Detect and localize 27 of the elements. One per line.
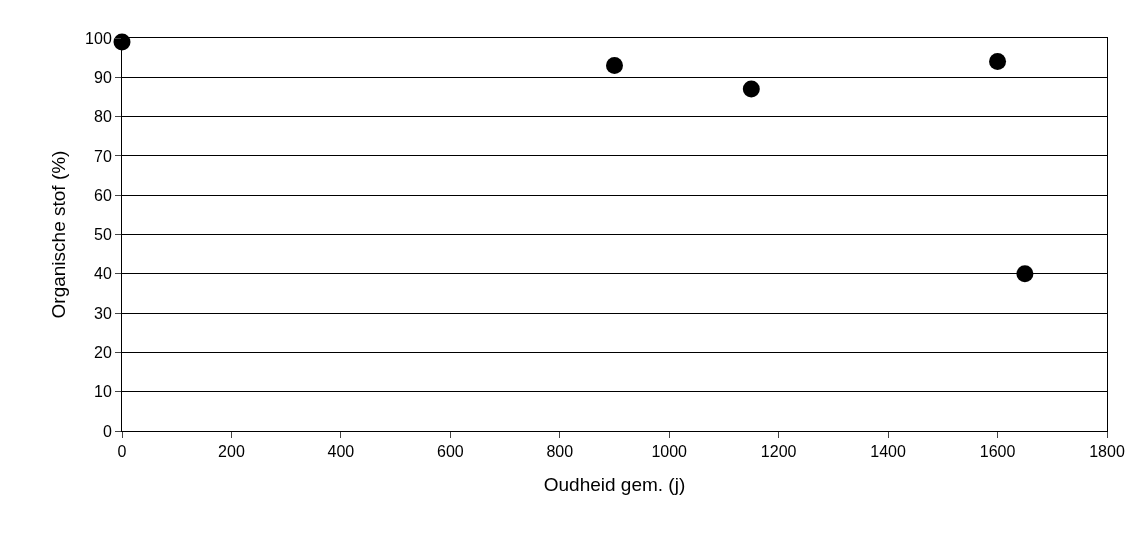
x-tick-label: 1600 <box>979 443 1016 461</box>
x-tick-label: 600 <box>436 443 464 461</box>
point <box>742 80 760 98</box>
y-tick-label: 60 <box>94 186 112 204</box>
y-tick-label: 40 <box>94 265 112 283</box>
x-tick-label: 1200 <box>760 443 797 461</box>
y-tick-label: 90 <box>94 68 112 86</box>
y-tick-label: 70 <box>94 147 112 165</box>
y-axis-title: Organische stof (%) <box>47 150 69 319</box>
point <box>989 53 1007 71</box>
x-tick-label: 1800 <box>1089 443 1125 461</box>
x-tick-label: 1000 <box>651 443 688 461</box>
point <box>606 57 623 74</box>
x-tick-label: 1400 <box>870 443 907 461</box>
x-tick-label: 800 <box>546 443 574 461</box>
y-tick-label: 50 <box>94 226 112 244</box>
y-tick-label: 80 <box>94 108 112 126</box>
x-tick-label: 200 <box>218 443 245 461</box>
y-tick-label: 30 <box>94 304 112 322</box>
x-tick-label: 0 <box>117 443 127 461</box>
y-tick-label: 0 <box>102 422 112 440</box>
x-tick-label: 400 <box>327 443 355 461</box>
y-tick-label: 100 <box>85 29 112 47</box>
point <box>1016 265 1034 283</box>
x-axis-title: Oudheid gem. (j) <box>543 474 686 495</box>
y-tick-label: 20 <box>94 344 112 361</box>
y-tick-label: 10 <box>94 383 112 401</box>
